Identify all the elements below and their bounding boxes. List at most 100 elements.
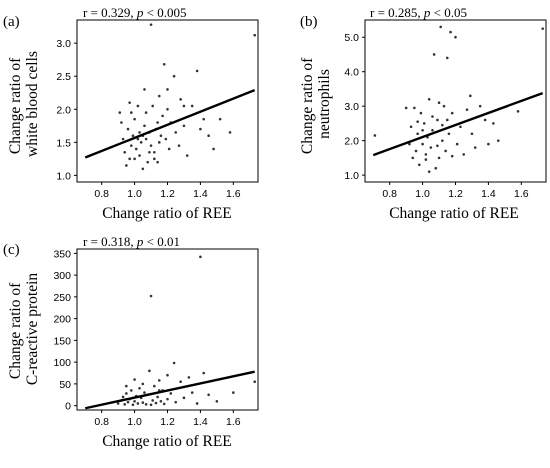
data-point xyxy=(492,122,495,125)
data-point xyxy=(154,401,158,405)
data-point xyxy=(416,120,419,123)
y-tick-label: 300 xyxy=(53,270,71,282)
data-point xyxy=(416,132,419,136)
data-point xyxy=(441,123,444,127)
data-point xyxy=(408,142,411,146)
data-point xyxy=(153,157,156,161)
data-point xyxy=(141,382,145,386)
y-tick-label: 1.0 xyxy=(344,170,359,182)
x-tick-label: 0.8 xyxy=(382,188,397,200)
data-point xyxy=(148,150,151,154)
data-point xyxy=(454,35,457,39)
data-point xyxy=(431,115,434,118)
data-point xyxy=(516,110,520,113)
data-point xyxy=(413,106,416,110)
correlation-annotation: r = 0.318, p < 0.01 xyxy=(83,234,180,249)
y-tick-label: 100 xyxy=(53,357,71,369)
data-point xyxy=(455,142,459,146)
data-point xyxy=(541,27,545,30)
x-axis-title: Change ratio of REE xyxy=(102,205,232,222)
data-point xyxy=(431,128,434,132)
data-point xyxy=(157,379,161,382)
data-point xyxy=(179,380,182,384)
panel-label: (a) xyxy=(3,14,20,30)
data-point xyxy=(442,104,446,108)
data-point xyxy=(148,369,151,373)
data-point xyxy=(149,294,153,298)
data-point xyxy=(441,139,444,142)
data-point xyxy=(409,125,413,129)
y-tick-label: 2.5 xyxy=(56,71,71,83)
x-tick-label: 0.8 xyxy=(94,416,109,428)
data-point xyxy=(144,403,148,406)
data-point xyxy=(123,150,127,154)
data-point xyxy=(143,391,146,394)
data-point xyxy=(130,389,133,392)
data-point xyxy=(133,157,136,161)
correlation-annotation: r = 0.329, p < 0.005 xyxy=(83,5,187,20)
data-point xyxy=(199,127,202,131)
y-tick-label: 350 xyxy=(53,248,71,260)
data-point xyxy=(450,154,454,158)
data-point xyxy=(126,400,130,404)
data-point xyxy=(195,69,199,73)
data-point xyxy=(373,134,377,137)
data-point xyxy=(427,170,431,173)
data-point xyxy=(436,118,439,122)
panel-c: (c) r = 0.318, p < 0.01 Change ratio of … xyxy=(3,234,259,450)
data-point xyxy=(151,399,154,402)
y-tick-label: 4.0 xyxy=(344,67,359,79)
data-point xyxy=(166,88,169,91)
y-tick-label: 0 xyxy=(65,401,71,413)
data-point xyxy=(128,157,131,161)
data-point xyxy=(133,399,136,403)
data-point xyxy=(139,141,143,144)
y-tick-label: 250 xyxy=(53,292,71,304)
data-point xyxy=(478,104,482,108)
data-point xyxy=(156,121,159,124)
data-point xyxy=(487,142,490,146)
data-point xyxy=(136,402,140,405)
data-point xyxy=(179,98,182,101)
data-point xyxy=(120,121,123,124)
data-point xyxy=(156,395,159,399)
y-tick-label: 200 xyxy=(53,314,71,326)
data-point xyxy=(136,137,140,141)
x-tick-label: 1.2 xyxy=(160,188,175,200)
data-point xyxy=(418,163,421,167)
data-point xyxy=(459,125,462,129)
y-tick-label: 1.5 xyxy=(56,137,71,149)
data-point xyxy=(138,386,141,390)
panel-label: (c) xyxy=(3,242,20,258)
data-point xyxy=(427,97,431,101)
data-point xyxy=(169,392,173,395)
data-point xyxy=(166,397,169,401)
correlation-annotation: r = 0.285, p < 0.05 xyxy=(370,5,467,20)
data-point xyxy=(151,104,154,108)
x-tick-label: 1.0 xyxy=(127,416,142,428)
data-point xyxy=(202,371,205,375)
data-point xyxy=(195,402,199,405)
data-point xyxy=(436,144,439,148)
data-point xyxy=(190,391,194,394)
y-tick-label: 3.0 xyxy=(344,101,359,113)
data-point xyxy=(133,378,136,381)
data-point xyxy=(202,117,205,121)
y-tick-label: 150 xyxy=(53,335,71,347)
data-point xyxy=(429,146,433,149)
x-tick-label: 1.2 xyxy=(448,188,463,200)
data-point xyxy=(166,373,169,377)
data-point xyxy=(445,118,449,122)
data-point xyxy=(228,131,232,134)
x-tick-label: 1.4 xyxy=(481,188,496,200)
data-point xyxy=(125,384,128,388)
data-point xyxy=(144,137,148,141)
x-tick-label: 0.8 xyxy=(94,188,109,200)
data-point xyxy=(207,134,210,138)
y-axis-title: Change ratio of C-reactive protein xyxy=(7,273,41,386)
data-point xyxy=(130,144,133,147)
data-point xyxy=(473,146,477,149)
data-point xyxy=(450,111,454,115)
data-point xyxy=(138,131,141,134)
